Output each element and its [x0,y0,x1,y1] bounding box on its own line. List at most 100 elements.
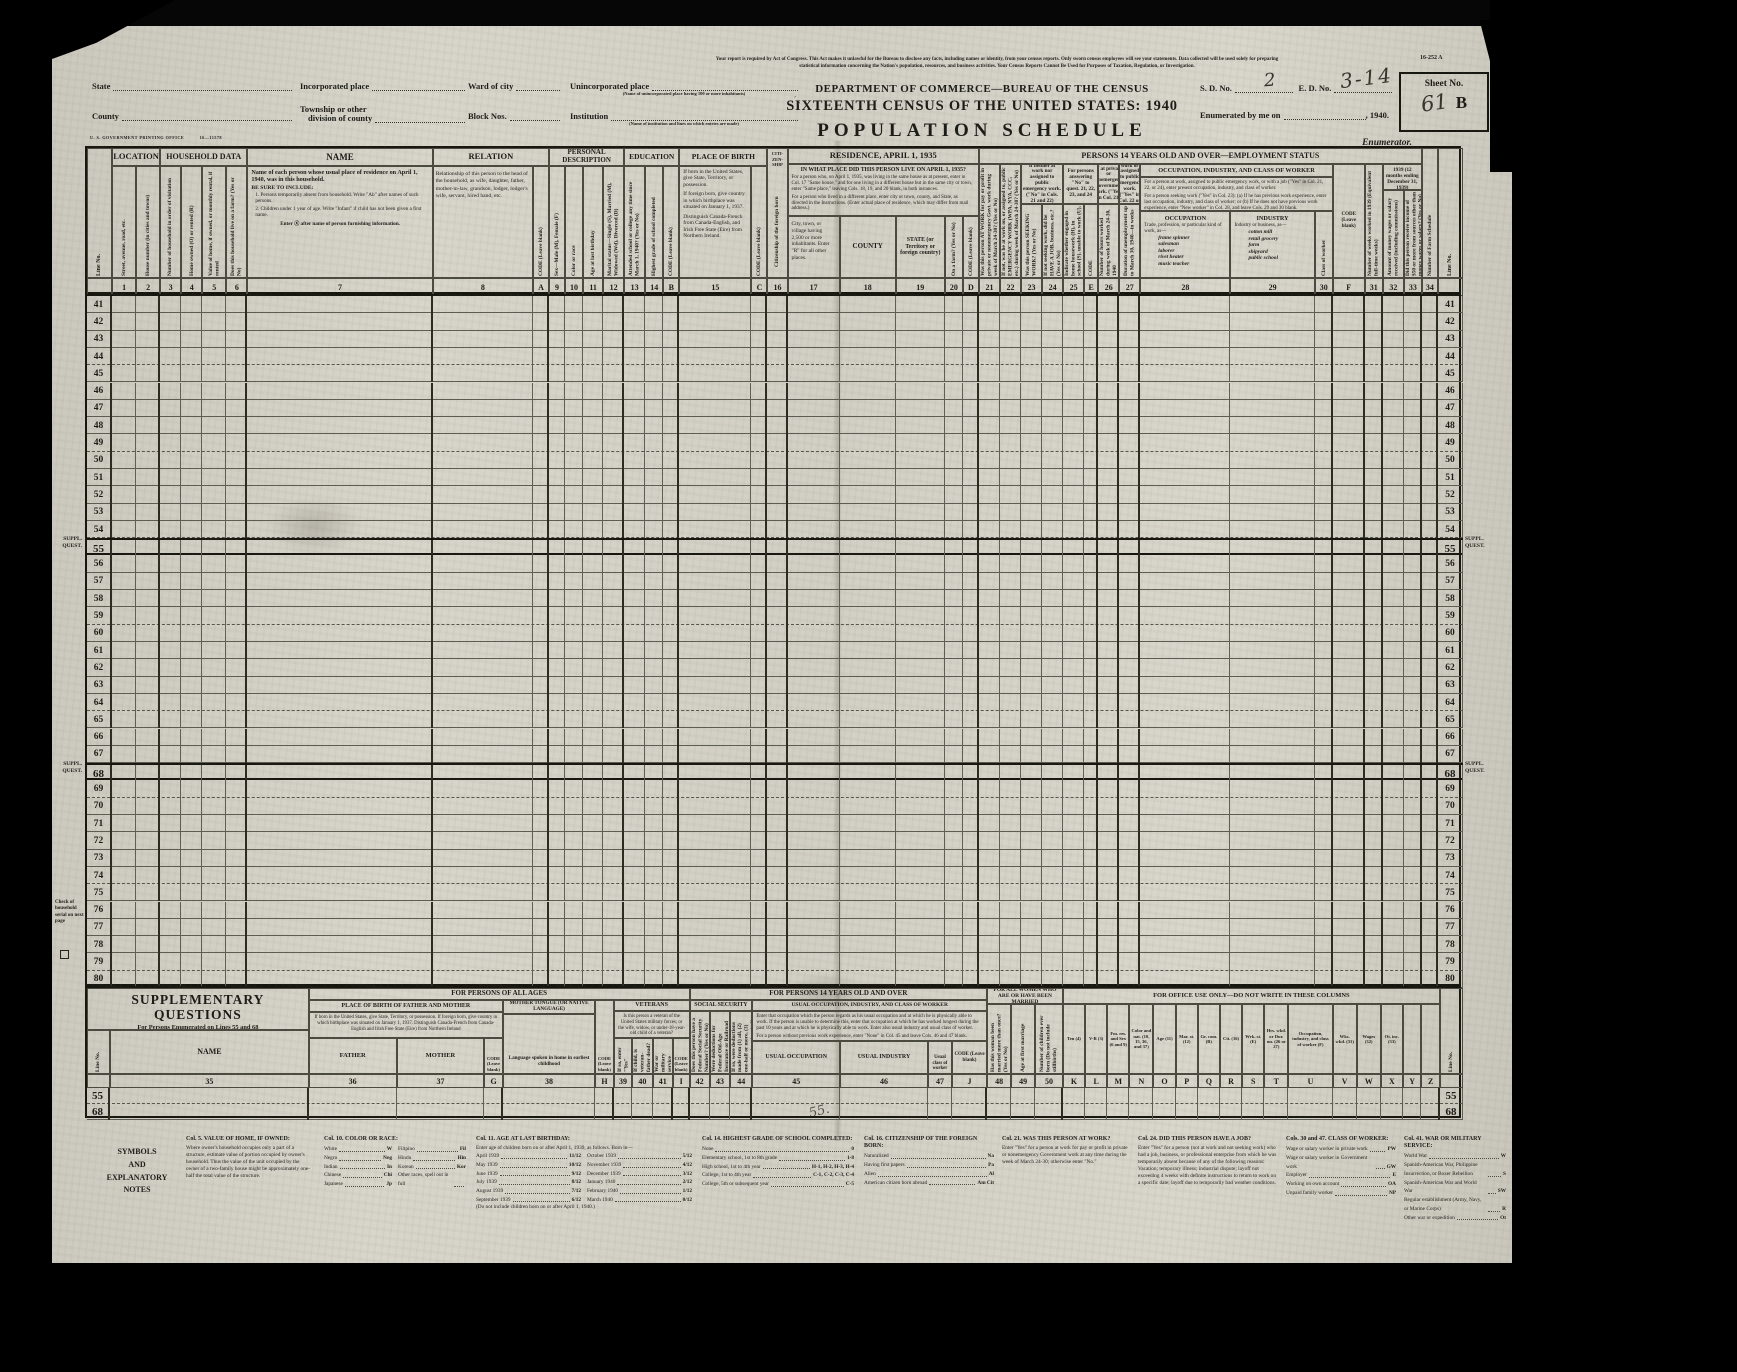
cell-A-75 [533,884,549,902]
note-pair-value: Hin [457,1154,466,1161]
col-A-header: CODE (Leave blank) [532,166,549,278]
occupation-paragraph: For a person at work, assigned to public… [1144,180,1324,191]
cell-16-77 [767,918,788,937]
col-12-header-text: Marital status—Single (S), Married (M), … [607,182,620,276]
cell-11-45 [583,365,604,383]
cell-2-52 [136,486,161,504]
col-14-header-text: Highest grade of school completed [651,197,658,276]
line-number-right-80: 80 [1438,970,1463,988]
supp-cell-H-55 [595,1088,614,1104]
cell-31-56 [1365,555,1383,573]
supp-col-number-42: 42 [689,1074,710,1088]
cell-F-68 [1333,765,1365,783]
cell-A-53 [533,503,549,521]
cell-25-62 [1063,659,1085,677]
cell-8-56 [433,555,533,573]
col-6-header-text: Does this household live on a farm? (Yes… [230,177,243,276]
cell-31-74 [1365,866,1383,885]
cell-14-74 [645,866,664,885]
supp-cell-R-55 [1220,1088,1243,1104]
cell-D-80 [963,970,979,988]
note-pair: July 1939 8/12 [476,1178,581,1187]
cell-2-79 [136,953,161,971]
supp-col-number-U: U [1288,1074,1333,1088]
cell-7-54 [247,520,433,539]
cell-33-75 [1404,884,1422,902]
occupation-title: OCCUPATION [1164,215,1207,222]
cell-22-53 [1000,503,1022,521]
cell-19-67 [896,745,945,764]
cell-26-64 [1098,693,1120,712]
cell-3-76 [160,901,182,919]
cell-34-41 [1422,296,1438,314]
cell-C-46 [751,382,768,400]
suppl-marker-line: QUEST. [62,767,82,774]
note-pair-value: Neg [383,1154,392,1161]
cell-8-74 [433,866,533,885]
note-pair: Negro Neg [324,1154,392,1163]
line-number-right-64: 64 [1438,693,1463,712]
cell-9-62 [549,659,566,677]
note-pair: Naturalized Na [864,1152,994,1161]
cell-10-45 [565,365,584,383]
cell-14-62 [645,659,664,677]
cell-D-50 [963,451,979,469]
cell-19-70 [896,797,945,815]
supp-col-36-header: FATHER [308,1038,397,1074]
cell-24-70 [1042,797,1064,815]
line-number-left-50: 50 [87,451,113,469]
cell-5-56 [202,555,227,573]
note-pair: Indian In [324,1163,392,1172]
cell-E-50 [1084,451,1099,469]
col-20-header-text: On a farm? (Yes or No) [950,222,957,276]
note-pair-leader [753,1177,812,1179]
cell-23-70 [1021,797,1043,815]
cell-27-60 [1119,624,1141,642]
cell-2-47 [136,399,161,418]
cell-28-46 [1140,382,1231,400]
cell-F-41 [1333,296,1365,314]
cell-D-59 [963,607,979,625]
cell-21-69 [979,780,1000,798]
scan-edge [1512,0,1737,1372]
cell-1-66 [112,728,137,746]
cell-9-73 [549,849,566,867]
note-pair-label: Spanish-American War and World War [1404,1179,1477,1195]
cell-24-61 [1042,642,1064,660]
line-number-left-56: 56 [87,555,113,573]
cell-6-73 [226,849,248,867]
relation-desc: Relationship of this person to the head … [435,171,528,199]
note-pair: Spanish-American War, Philippine Insurre… [1404,1161,1506,1178]
cell-24-52 [1042,486,1064,504]
col-D-header-text: CODE (Leave blank) [967,227,974,276]
cell-17-53 [788,503,840,521]
line-number-left-69: 69 [87,780,113,798]
note-pair-value: Ot [1500,1214,1506,1221]
cell-25-70 [1063,797,1085,815]
cell-32-56 [1383,555,1404,573]
cell-22-69 [1000,780,1022,798]
cell-14-41 [645,296,664,314]
cell-17-60 [788,624,840,642]
cell-24-72 [1042,832,1064,850]
cell-5-64 [202,693,227,712]
usual-p: For a person without previous work exper… [756,1033,968,1039]
cell-3-75 [160,884,182,902]
cell-E-52 [1084,486,1099,504]
cell-27-65 [1119,711,1141,729]
cell-27-57 [1119,572,1141,591]
residence-paragraph: For a person who lived in a different pl… [791,194,969,212]
cell-28-73 [1140,849,1231,867]
cell-9-80 [549,970,566,988]
cell-18-59 [840,607,896,625]
cell-17-78 [788,936,840,954]
cell-7-44 [247,347,433,366]
note-pair-label: December 1939 [587,1170,621,1177]
banner-fourteen-over: FOR PERSONS 14 YEARS OLD AND OVER [689,988,988,1000]
col-34-header-text: Number of Farm Schedule [1426,214,1433,276]
scan-edge [0,0,52,1372]
residence-paragraph: For a person who, on April 1, 1935, was … [791,174,972,192]
census-form-paper: Your report is required by Act of Congre… [52,26,1512,1263]
cell-F-59 [1333,607,1365,625]
veterans-question: Is this person a veteran of the United S… [613,1011,690,1038]
